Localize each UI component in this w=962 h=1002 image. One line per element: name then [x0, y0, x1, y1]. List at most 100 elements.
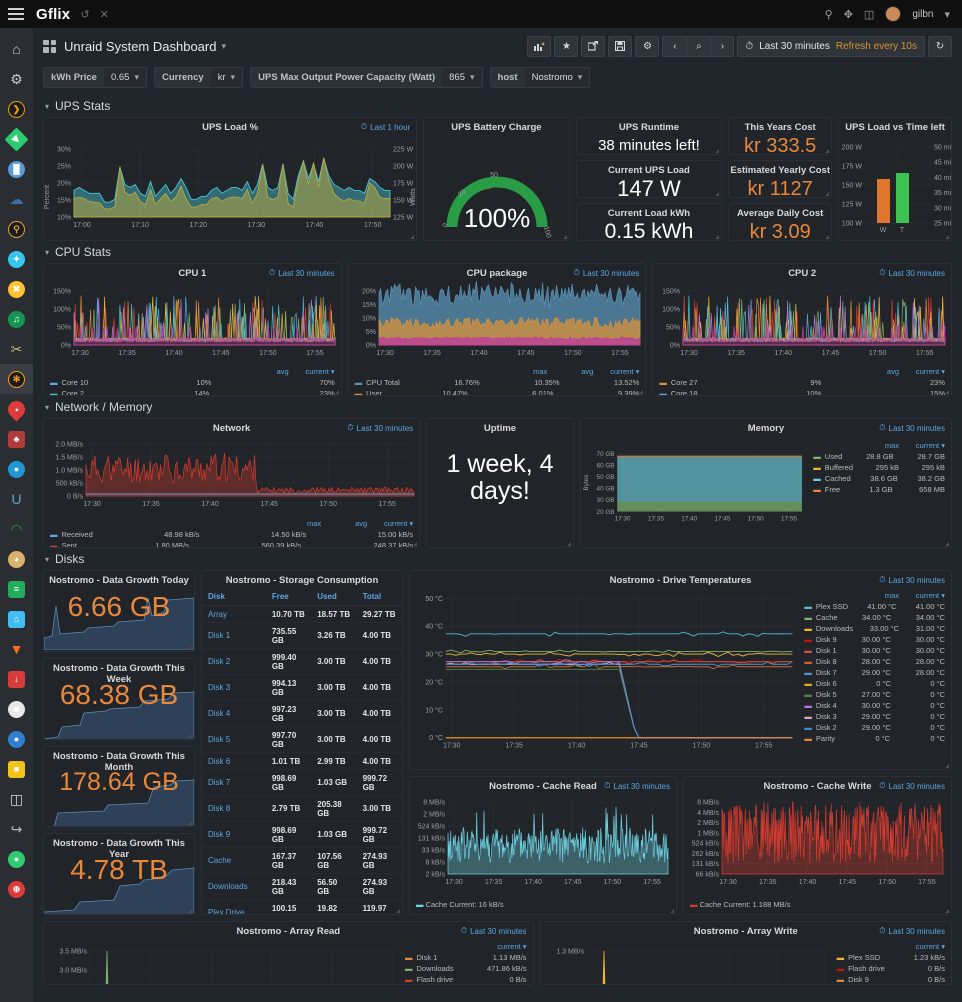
panel-estimated-yearly-cost[interactable]: Estimated Yearly Cost kr 1127 — [728, 160, 833, 198]
legend-item[interactable]: ▬ Cached 38.6 GB 38.2 GB — [807, 473, 951, 484]
resize-handle[interactable] — [825, 235, 830, 239]
legend-item[interactable]: ▬ CPU Total 16.76% 10.35% 13.52% — [349, 377, 646, 388]
avatar[interactable] — [885, 6, 902, 22]
table-row[interactable]: Disk 6 1.01 TB 2.99 TB 4.00 TB — [202, 752, 402, 770]
row-header-disks[interactable]: ▾ Disks — [33, 548, 962, 570]
sidebar-item-ombi[interactable]: ✻ — [0, 364, 33, 394]
variable-value[interactable]: 0.65 ▾ — [110, 72, 139, 83]
resize-handle[interactable] — [639, 390, 644, 394]
chevron-down-icon[interactable]: ▾ — [944, 8, 950, 21]
table-row[interactable]: Disk 8 2.79 TB 205.38 GB 3.00 TB — [202, 795, 402, 822]
variable-value[interactable]: kr ▾ — [217, 72, 236, 83]
resize-handle[interactable] — [188, 821, 192, 826]
table-column-header[interactable]: Used — [311, 588, 357, 606]
row-header-netmem[interactable]: ▾ Network / Memory — [33, 396, 962, 418]
table-row[interactable]: Cache 167.37 GB 107.56 GB 274.93 GB — [202, 847, 402, 874]
variable-currency[interactable]: Currency kr ▾ — [153, 67, 244, 88]
panel-uptime[interactable]: Uptime 1 week, 4 days! — [426, 418, 574, 548]
zoom-out-button[interactable]: ⌕ — [686, 35, 711, 57]
legend-item[interactable]: ▬ Flash drive 0 B/s — [831, 963, 951, 974]
sidebar-item-radarr[interactable]: ✖ — [0, 274, 33, 304]
page-title[interactable]: Unraid System Dashboard — [64, 38, 217, 54]
legend-item[interactable]: ▬ Cache Current: 16 kB/s — [416, 900, 504, 909]
legend-item[interactable]: ▬ Cache Current: 1.188 MB/s — [690, 900, 791, 909]
resize-handle[interactable] — [715, 235, 720, 239]
panel-average-daily-cost[interactable]: Average Daily Cost kr 3.09 — [728, 203, 833, 241]
sidebar-item-gitlab[interactable]: ▼ — [0, 634, 33, 664]
legend-item[interactable]: ▬ Downloads 33.00 °C 31.00 °C — [798, 623, 951, 634]
chevron-down-icon[interactable]: ▾ — [221, 40, 226, 51]
sidebar-item-tautulli[interactable]: █ — [0, 154, 33, 184]
search-icon[interactable]: ⚲ — [824, 8, 833, 21]
legend-item[interactable]: ▬ Sent 1.80 MB/s 560.39 kB/s 248.37 kB/s — [44, 540, 419, 547]
time-forward-button[interactable]: › — [710, 35, 735, 57]
variable-value[interactable]: Nostromo ▾ — [531, 72, 583, 83]
sidebar-item-deluge[interactable]: ♣ — [0, 424, 33, 454]
panel-array-read[interactable]: Nostromo - Array Read ⏱ Last 30 minutes … — [43, 921, 534, 985]
table-row[interactable]: Disk 5 997.70 GB 3.00 TB 4.00 TB — [202, 726, 402, 753]
sidebar-item-ladder[interactable]: ■ — [0, 694, 33, 724]
sidebar-item-search-orange[interactable]: ⚲ — [0, 214, 33, 244]
sidebar-item-download[interactable]: ↓ — [0, 664, 33, 694]
window-icon[interactable]: ◫ — [863, 8, 875, 21]
panel-network[interactable]: Network ⏱ Last 30 minutes 0 B/s 500 kB/s 1… — [43, 418, 421, 548]
legend-item[interactable]: ▬ Used 28.8 GB 28.7 GB — [807, 451, 951, 462]
panel-current-ups-load[interactable]: Current UPS Load 147 W — [575, 160, 723, 198]
table-column-header[interactable]: Total — [356, 588, 402, 606]
resize-handle[interactable] — [413, 542, 418, 546]
sidebar-item-nzb-location[interactable]: • — [0, 394, 33, 424]
legend-item[interactable]: ▬ Received 48.98 kB/s 14.50 kB/s 15.00 kB/s — [44, 529, 419, 540]
legend-item[interactable]: ▬ Buffered 295 kB 295 kB — [807, 462, 951, 473]
legend-item[interactable]: ▬ User 10.47% 6.01% 9.39% — [349, 388, 646, 395]
settings-button[interactable]: ⚙ — [635, 35, 660, 57]
resize-handle[interactable] — [188, 645, 192, 650]
sidebar-item-home-assistant[interactable]: ⌂ — [0, 604, 33, 634]
variable-host[interactable]: host Nostromo ▾ — [489, 67, 591, 88]
sidebar-item-logout[interactable]: ↪ — [0, 814, 33, 844]
add-panel-button[interactable] — [527, 35, 552, 57]
resize-handle[interactable] — [396, 909, 400, 913]
table-row[interactable]: Disk 3 994.13 GB 3.00 TB 4.00 TB — [202, 674, 402, 701]
sidebar-item-influxdb[interactable]: ≡ — [0, 574, 33, 604]
legend-item[interactable]: ▬ Free 1.3 GB 658 MB — [807, 484, 951, 495]
panel-growth-week[interactable]: Nostromo - Data Growth This Week 68.38 G… — [43, 657, 195, 740]
legend-item[interactable]: ▬ Cache 34.00 °C 34.00 °C — [798, 612, 951, 623]
row-header-ups[interactable]: ▾ UPS Stats — [33, 95, 962, 117]
sidebar-item-cloud[interactable]: ☁ — [0, 184, 33, 214]
sidebar-item-sqb[interactable]: ■ — [0, 754, 33, 784]
panel-this-years-cost[interactable]: This Years Cost kr 333.5 — [728, 117, 833, 155]
resize-handle[interactable] — [825, 149, 830, 153]
menu-icon[interactable] — [8, 8, 24, 20]
sidebar-item-water-drop[interactable]: ● — [0, 724, 33, 754]
resize-handle[interactable] — [945, 542, 949, 546]
variable-value[interactable]: 865 ▾ — [449, 72, 475, 83]
panel-storage-consumption[interactable]: Nostromo - Storage Consumption Disk Free U… — [201, 570, 403, 915]
resize-handle[interactable] — [715, 149, 720, 153]
time-back-button[interactable]: ‹ — [662, 35, 687, 57]
panel-current-load-kwh[interactable]: Current Load kWh 0.15 kWh — [575, 203, 723, 241]
panel-cpu-package[interactable]: CPU package ⏱ Last 30 minutes 0% 5% 10% 15%… — [347, 263, 647, 396]
sidebar-item-lidarr[interactable]: ♫ — [0, 304, 33, 334]
legend-item[interactable]: ▬ Disk 2 29.00 °C 0 °C — [798, 722, 951, 733]
resize-handle[interactable] — [562, 235, 567, 239]
legend-item[interactable]: ▬ Disk 6 0 °C 0 °C — [798, 678, 951, 689]
legend-item[interactable]: ▬ Disk 9 30.00 °C 30.00 °C — [798, 634, 951, 645]
legend-item[interactable]: ▬ UPS Load Min: 15% Max: 25% Avg: 19% — [52, 239, 198, 240]
sidebar-item-settings[interactable]: ⚙ — [0, 64, 33, 94]
user-name[interactable]: gilbn — [912, 8, 934, 20]
legend-item[interactable]: ▬ Disk 1 1.13 MB/s — [399, 952, 533, 963]
legend-item[interactable]: ▬ Disk 4 30.00 °C 0 °C — [798, 700, 951, 711]
legend-item[interactable]: ▬ Downloads 471.86 kB/s — [399, 963, 533, 974]
panel-ups-load-vs-time[interactable]: UPS Load vs Time left 100 W 125 W 150 W 175… — [838, 117, 952, 241]
legend-item[interactable]: ▬ Disk 1 30.00 °C 30.00 °C — [798, 645, 951, 656]
app-sidebar[interactable]: ⌂ ⚙ ❯ ▶ █ ☁ ⚲ ✦ ✖ ♫ ✂ ✻ • ♣ ● U ◠ ◕ ≡ ⌂ ▼ ↓ ■ ● ■ ◫ ↪ ● ⊕ — [0, 28, 33, 1002]
legend-item[interactable]: ▬ Plex SSD 41.00 °C 41.00 °C — [798, 601, 951, 612]
legend-item[interactable]: ▬ Core 10 10% 70% — [44, 377, 341, 388]
resize-handle[interactable] — [945, 909, 949, 913]
sidebar-item-sabnzbd[interactable]: ● — [0, 454, 33, 484]
sidebar-item-plex-alt[interactable]: ❯ — [0, 94, 33, 124]
storage-table[interactable]: Disk Free Used Total Array 10.70 TB 18.57 TB 2… — [202, 588, 402, 914]
sidebar-item-bazarr[interactable]: ✂ — [0, 334, 33, 364]
legend-item[interactable]: ▬ Plex SSD 1.23 kB/s — [831, 952, 951, 963]
